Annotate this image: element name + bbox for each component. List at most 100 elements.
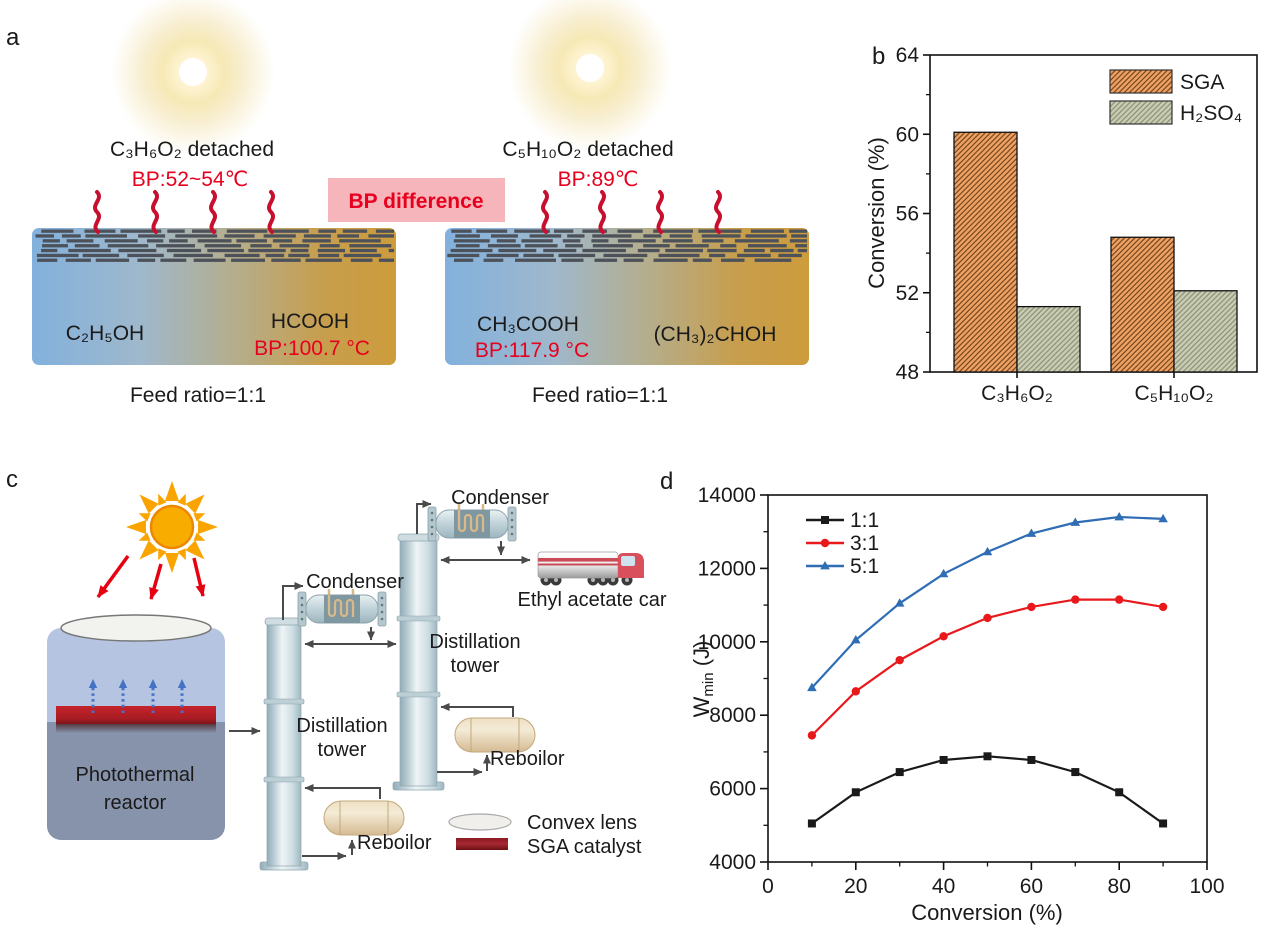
- catalyst-dash: [41, 248, 58, 253]
- catalyst-dash: [42, 239, 60, 243]
- sunlight-arrow-icon: [192, 557, 206, 597]
- catalyst-dash: [591, 239, 609, 243]
- catalyst-dash: [378, 258, 394, 262]
- catalyst-dash: [658, 253, 700, 258]
- condenser1-label: Condenser: [306, 571, 404, 593]
- catalyst-dash: [368, 234, 394, 238]
- reactor-body-bottom: [47, 722, 225, 840]
- catalyst-dash: [156, 244, 195, 248]
- catalyst-dash: [737, 253, 771, 258]
- tower-ring: [396, 615, 441, 622]
- catalyst-dash: [789, 239, 807, 243]
- catalyst-dash: [592, 234, 632, 238]
- marker-circle: [1158, 602, 1168, 612]
- catalyst-dash: [515, 258, 556, 262]
- condenser-bolt: [300, 617, 304, 621]
- vapor-arrowhead-icon: [88, 679, 98, 688]
- catalyst-dash: [343, 253, 382, 258]
- sun-ray-icon: [165, 481, 179, 501]
- y-tick-label: 14000: [698, 484, 756, 507]
- sun-core-icon: [576, 54, 604, 82]
- condenser-coil-icon: [457, 510, 485, 533]
- condenser2-label: Condenser: [451, 487, 549, 509]
- condenser-bolt: [430, 518, 434, 522]
- legend-swatch-hatch: [1110, 101, 1172, 124]
- catalyst-dash: [707, 248, 737, 253]
- reboiler-body-2: [323, 800, 405, 836]
- panel-a-label: a: [6, 24, 20, 51]
- catalyst-dash: [337, 234, 359, 238]
- catalyst-dash: [317, 248, 346, 253]
- sun-ray-icon: [138, 513, 151, 522]
- catalyst-dash: [271, 258, 301, 262]
- marker-circle: [1115, 595, 1124, 604]
- condenser-cap: [427, 506, 437, 542]
- catalyst-dash: [138, 234, 166, 238]
- catalyst-dash: [173, 253, 213, 258]
- panel-d-xlabel: Conversion (%): [911, 900, 1063, 925]
- catalyst-dash: [248, 248, 286, 253]
- catalyst-dash: [279, 244, 310, 248]
- catalyst-layer-left: [35, 229, 394, 262]
- catalyst-dash: [789, 229, 807, 233]
- catalyst-dash: [272, 239, 293, 243]
- catalyst-dash: [592, 244, 633, 248]
- catalyst-dash: [263, 234, 296, 238]
- pipe-arrow: [416, 500, 432, 534]
- sga-catalyst-legend-icon: [456, 838, 508, 850]
- vapor-squiggles: [93, 190, 722, 234]
- condenser-stub: [327, 589, 355, 595]
- panel-c-legend: Convex lens SGA catalyst: [448, 812, 642, 858]
- marker-square: [895, 768, 904, 777]
- x-tick-label: 0: [762, 875, 774, 898]
- bar-hatch: [1017, 306, 1080, 372]
- catalyst-dash: [95, 258, 130, 262]
- catalyst-dash: [175, 234, 218, 238]
- catalyst-dash: [290, 248, 309, 253]
- vapor-squiggle-icon: [714, 190, 722, 234]
- condenser-bolt: [300, 596, 304, 600]
- catalyst-dash: [226, 229, 268, 233]
- catalyst-dash: [42, 244, 68, 248]
- catalyst-dash: [318, 229, 337, 233]
- reboiler2-label: Reboilor: [357, 832, 432, 854]
- catalyst-dash: [107, 244, 149, 248]
- tower-ring: [263, 776, 305, 783]
- catalyst-dash: [302, 239, 331, 243]
- catalyst-dash: [137, 258, 156, 262]
- catalyst-dash: [147, 239, 164, 243]
- catalyst-dash: [692, 258, 712, 262]
- catalyst-dash: [476, 229, 508, 233]
- condenser-bolt: [430, 532, 434, 536]
- bar-border: [1016, 305, 1081, 373]
- y-tick-label: 4000: [709, 851, 756, 874]
- panel-b-label: b: [872, 43, 885, 70]
- bar-hatch: [1111, 237, 1174, 372]
- catalyst-dash: [487, 244, 521, 248]
- vapor-arrows: [88, 679, 187, 713]
- catalyst-dash: [702, 239, 724, 243]
- catalyst-dash: [349, 244, 392, 248]
- condenser-bolt: [430, 511, 434, 515]
- catalyst-dash: [603, 253, 648, 258]
- catalyst-dash: [319, 244, 340, 248]
- catalyst-dash: [272, 229, 309, 233]
- x-tick-label: 40: [932, 875, 955, 898]
- marker-triangle: [938, 568, 949, 578]
- liquid-label-isopropanol: (CH₃)₂CHOH: [654, 323, 777, 346]
- sun-icon: [126, 481, 218, 573]
- detached-label-left: C₃H₆O₂ detached: [110, 138, 274, 161]
- legend-label-H₂SO₄: H₂SO₄: [1180, 102, 1242, 125]
- sun-ray-icon: [198, 520, 218, 534]
- catalyst-dash: [709, 253, 726, 258]
- detached-label-right: C₅H₁₀O₂ detached: [502, 138, 673, 161]
- catalyst-dash: [637, 248, 660, 253]
- convex-lens-legend-icon: [448, 813, 512, 831]
- condenser-bolt: [380, 603, 384, 607]
- panel-d-label: d: [660, 468, 673, 495]
- condenser-coil-icon: [327, 595, 355, 618]
- catalyst-dash: [68, 248, 111, 253]
- x-category-label: C₃H₆O₂: [981, 382, 1053, 405]
- bp-aceticacid: BP:117.9 °C: [475, 339, 589, 362]
